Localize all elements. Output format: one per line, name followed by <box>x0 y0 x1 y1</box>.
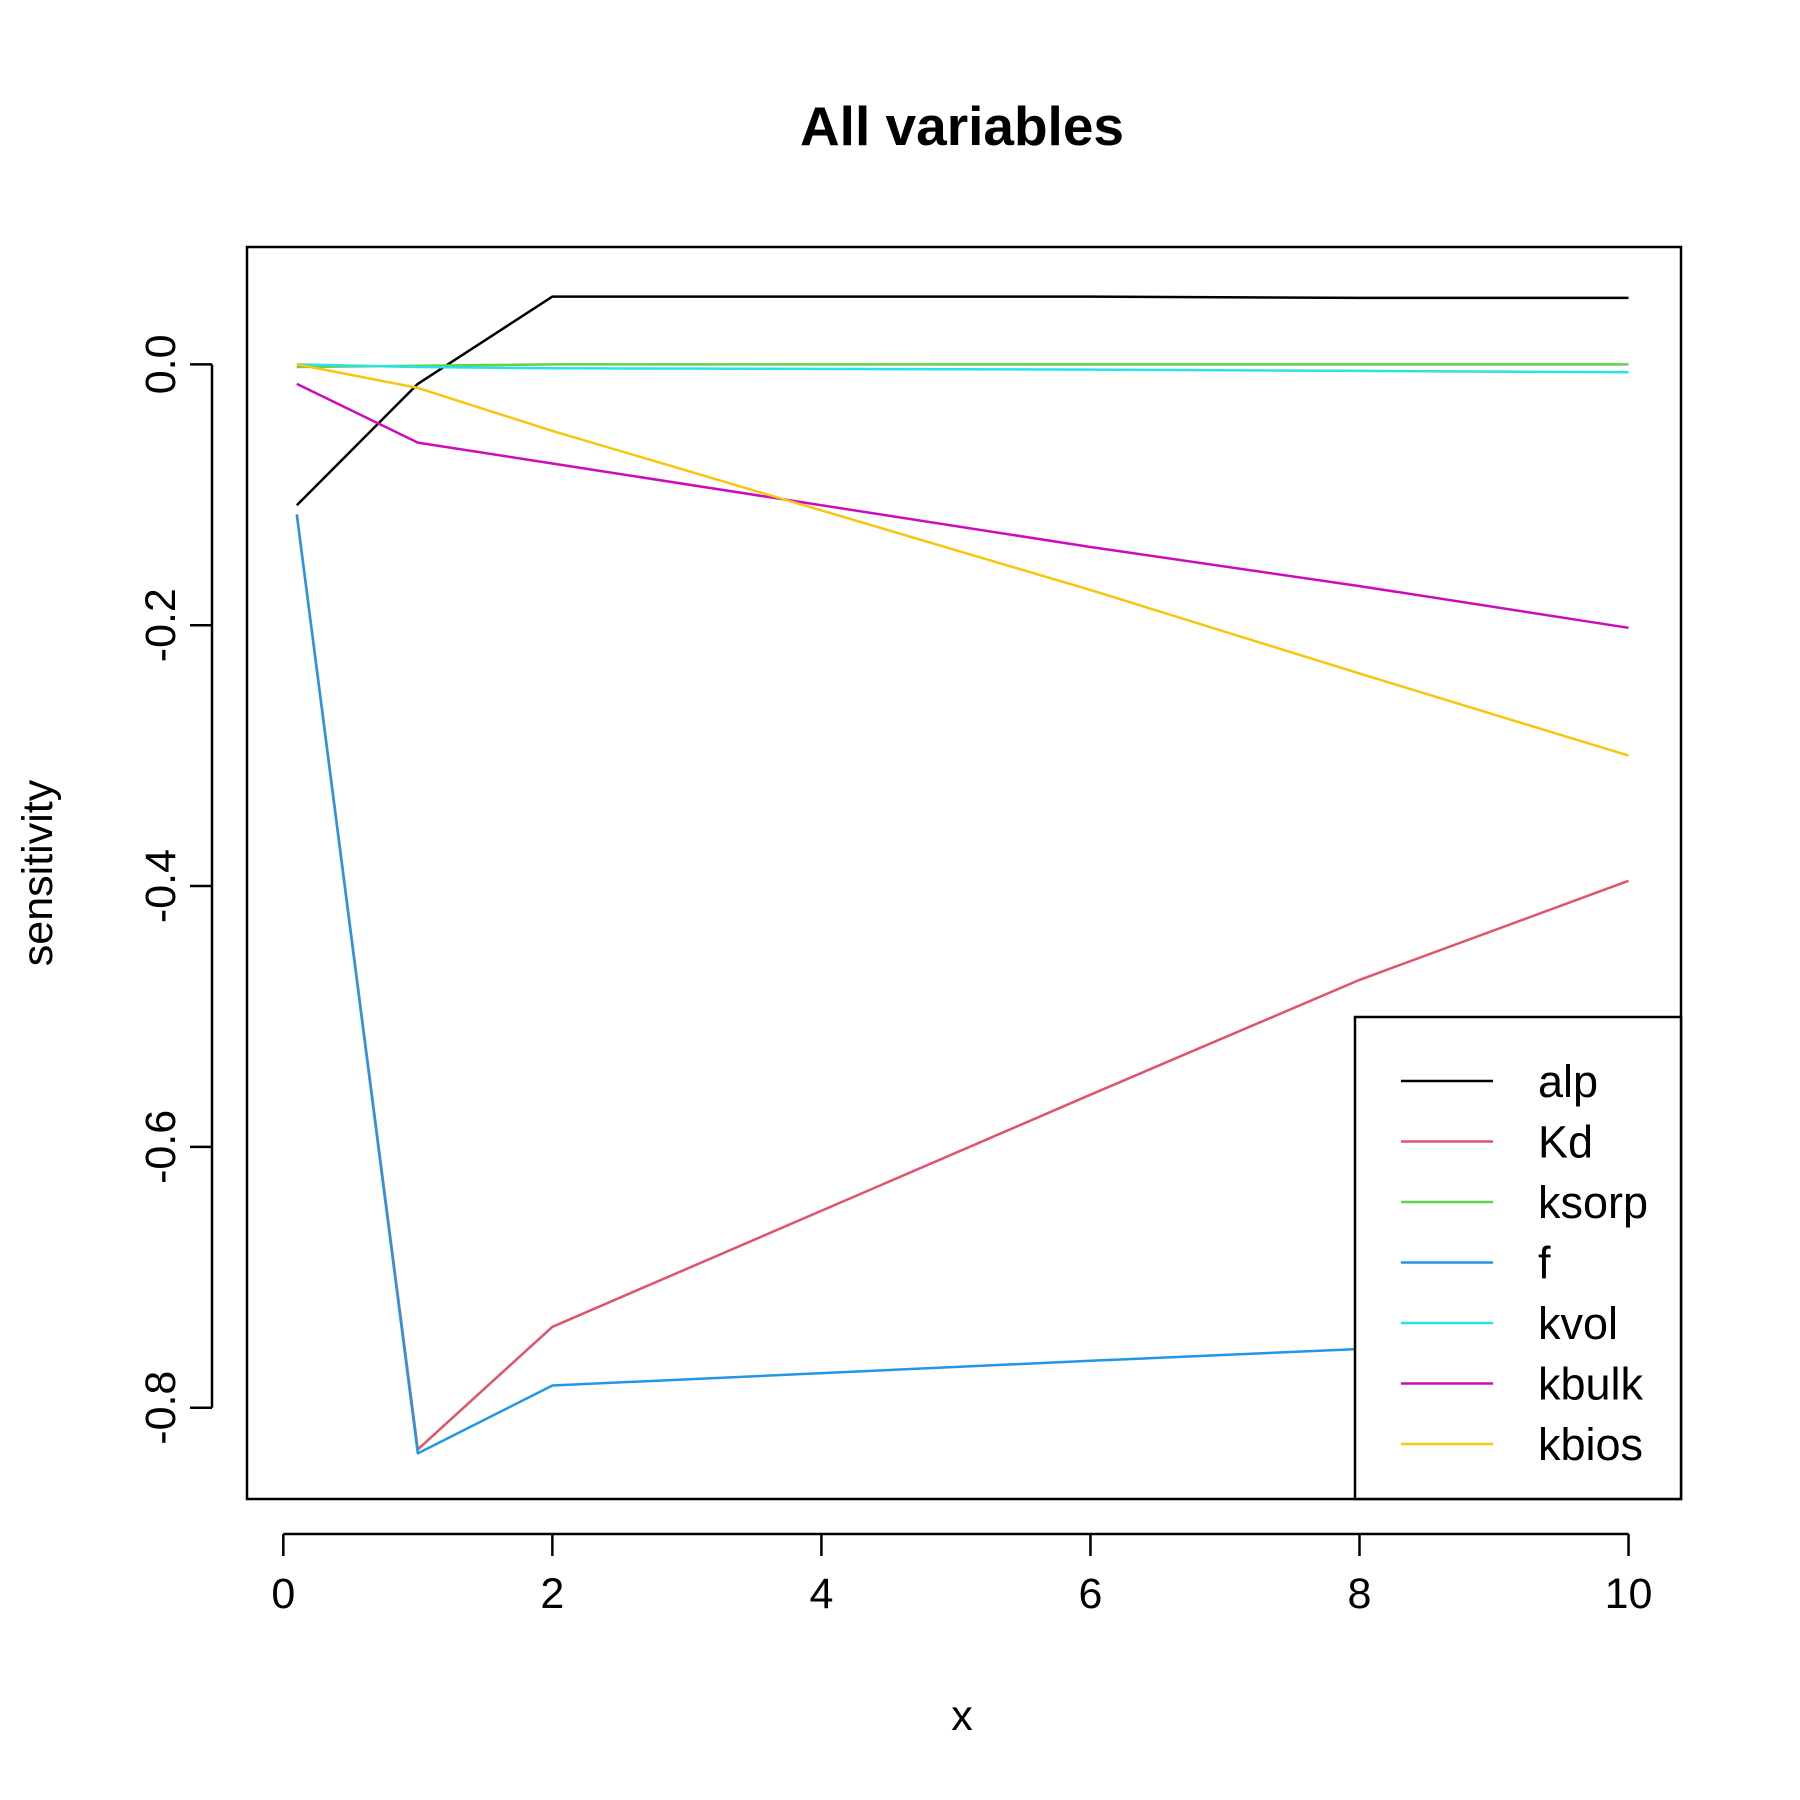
legend-label-kd: Kd <box>1538 1117 1593 1168</box>
x-axis-label: x <box>951 1692 973 1740</box>
series-line-alp <box>295 295 1629 507</box>
x-tick-label: 0 <box>271 1570 295 1618</box>
legend-label-alp: alp <box>1538 1056 1598 1107</box>
legend: alp Kd ksorp f kvol kbulk kbios <box>1353 1015 1683 1501</box>
series-line-kbios <box>296 363 1629 757</box>
x-tick-label: 10 <box>1605 1570 1653 1618</box>
legend-label-kvol: kvol <box>1538 1298 1618 1349</box>
legend-label-kbios: kbios <box>1538 1419 1643 1470</box>
y-tick-label: -0.2 <box>137 588 185 662</box>
y-tick-label: -0.6 <box>137 1110 185 1184</box>
y-axis: 0.0 -0.2 -0.4 -0.6 -0.8 <box>137 334 214 1445</box>
y-axis-label: sensitivity <box>14 779 62 966</box>
y-tick-label: -0.8 <box>137 1371 185 1445</box>
y-tick-label: 0.0 <box>137 334 185 394</box>
x-tick-label: 4 <box>809 1570 833 1618</box>
legend-label-f: f <box>1538 1238 1551 1289</box>
legend-label-ksorp: ksorp <box>1538 1177 1648 1228</box>
legend-label-kbulk: kbulk <box>1538 1359 1644 1410</box>
plot-frame <box>245 245 1683 1501</box>
x-tick-label: 8 <box>1348 1570 1372 1618</box>
chart-title: All variables <box>800 95 1124 157</box>
series-line-kvol <box>296 363 1629 374</box>
x-tick-label: 6 <box>1078 1570 1102 1618</box>
x-axis: 0 2 4 6 8 10 <box>271 1532 1653 1618</box>
series-line-kbulk <box>296 382 1629 630</box>
y-tick-label: -0.4 <box>137 849 185 923</box>
legend-box <box>1353 1015 1683 1501</box>
x-tick-label: 2 <box>540 1570 564 1618</box>
